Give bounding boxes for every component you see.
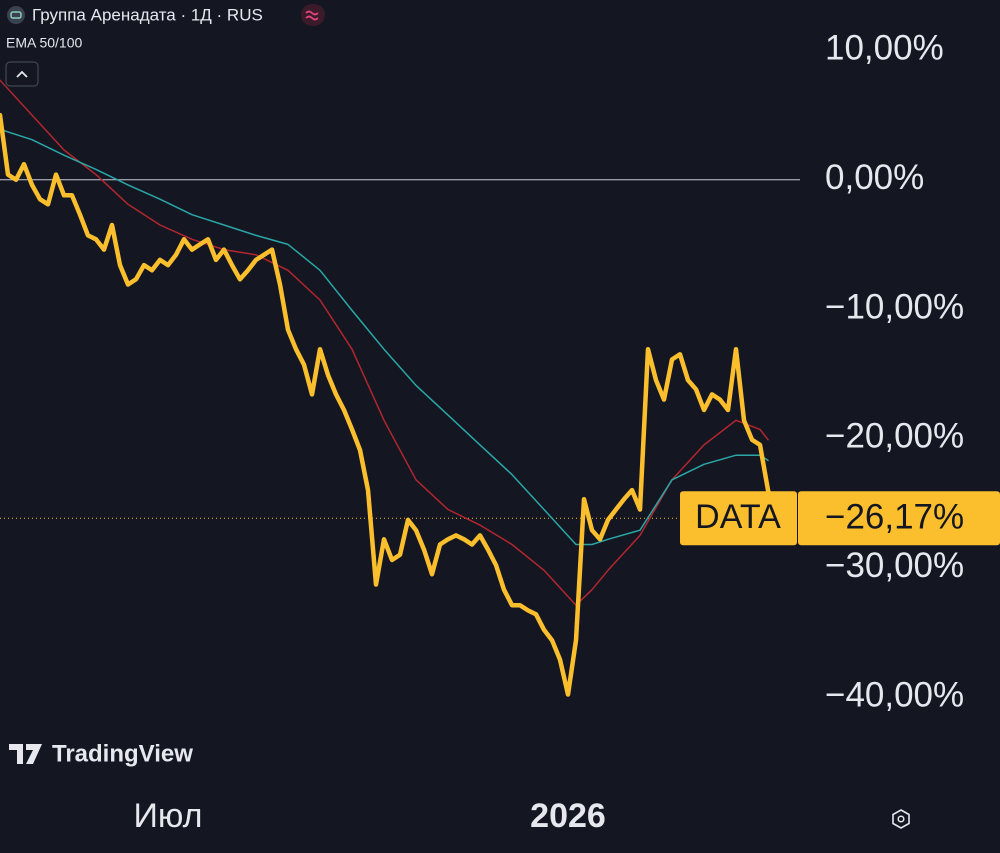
symbol-icon (7, 6, 25, 24)
series-line (0, 128, 769, 546)
status-icon (301, 4, 325, 26)
chart-title: Группа Аренадата · 1Д · RUS (32, 5, 263, 24)
badge-label: DATA (695, 498, 781, 536)
current-value-label: −26,17% (825, 497, 964, 536)
settings-button[interactable] (892, 809, 910, 829)
plot-area (0, 79, 800, 697)
collapse-button[interactable] (5, 61, 39, 87)
watermark: TradingView (52, 740, 193, 767)
badge-box (680, 491, 797, 546)
settings-button-center (897, 815, 905, 823)
x-tick-label: 2026 (530, 797, 606, 835)
status-icon-glyph (305, 10, 319, 21)
y-tick-label: −40,00% (825, 675, 964, 714)
series-line (0, 112, 779, 697)
watermark-logo (9, 744, 42, 764)
y-tick-label: 0,00% (825, 158, 924, 197)
series-line (0, 79, 769, 606)
y-tick-label: 10,00% (825, 29, 944, 68)
x-tick-label: Июл (133, 797, 202, 835)
indicator-label: EMA 50/100 (6, 35, 82, 51)
y-tick-label: −20,00% (825, 417, 964, 456)
y-tick-label: −30,00% (825, 546, 964, 585)
collapse-chevron (16, 70, 28, 78)
y-tick-label: −10,00% (825, 287, 964, 326)
current-value-box (798, 491, 1000, 546)
symbol-icon-glyph (10, 11, 22, 19)
